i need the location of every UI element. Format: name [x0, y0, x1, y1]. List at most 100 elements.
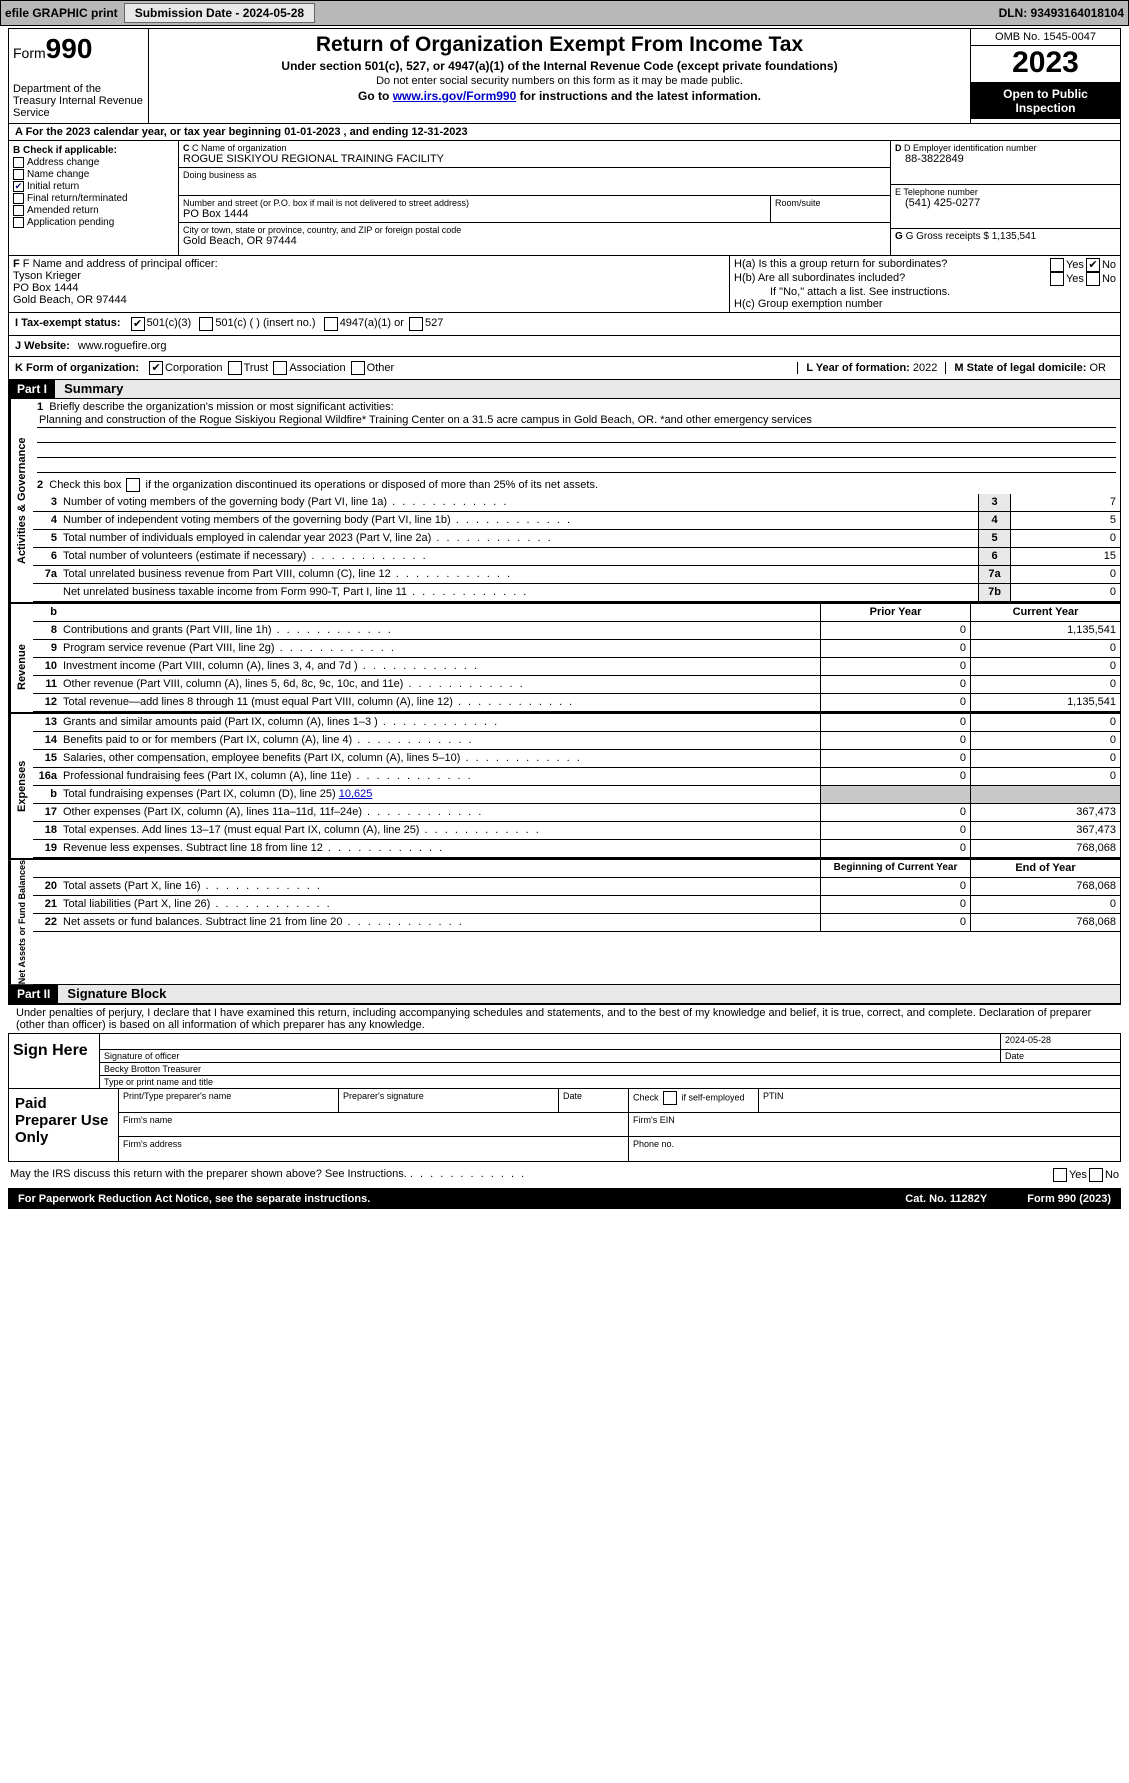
trust-label: Trust — [244, 362, 269, 374]
expenses-section: Expenses 13Grants and similar amounts pa… — [9, 714, 1120, 860]
officer-addr1: PO Box 1444 — [13, 282, 725, 294]
ha-no-checkbox[interactable] — [1086, 258, 1100, 272]
discuss-yes-checkbox[interactable] — [1053, 1168, 1067, 1182]
4947-checkbox[interactable] — [324, 317, 338, 331]
activities-tab: Activities & Governance — [9, 399, 33, 602]
sig-date: 2024-05-28 — [1000, 1034, 1120, 1050]
header-right: OMB No. 1545-0047 2023 Open to Public In… — [970, 29, 1120, 123]
irs-link[interactable]: www.irs.gov/Form990 — [393, 89, 517, 103]
address-label: Number and street (or P.O. box if mail i… — [183, 198, 766, 208]
ha-yes-checkbox[interactable] — [1050, 258, 1064, 272]
corp-checkbox[interactable] — [149, 361, 163, 375]
revenue-tab: Revenue — [9, 622, 33, 712]
room-cell: Room/suite — [770, 196, 890, 223]
hb-yes-checkbox[interactable] — [1050, 272, 1064, 286]
summary-line-9: 9Program service revenue (Part VIII, lin… — [33, 640, 1120, 658]
summary-line-13: 13Grants and similar amounts paid (Part … — [33, 714, 1120, 732]
row-j: J Website: www.roguefire.org — [9, 336, 1120, 357]
efile-label: efile GRAPHIC print — [5, 6, 118, 20]
summary-line-18: 18Total expenses. Add lines 13–17 (must … — [33, 822, 1120, 840]
address-cell: Number and street (or P.O. box if mail i… — [179, 196, 770, 223]
hb-no-checkbox[interactable] — [1086, 272, 1100, 286]
officer-name-val: Becky Brotton Treasurer — [99, 1063, 1120, 1076]
assoc-checkbox[interactable] — [273, 361, 287, 375]
part1-header: Part I Summary — [9, 380, 1120, 399]
end-year-header: End of Year — [970, 860, 1120, 877]
ha-label: H(a) Is this a group return for subordin… — [734, 258, 1040, 272]
address-value: PO Box 1444 — [183, 208, 766, 220]
sig-officer-label: Signature of officer — [99, 1050, 1000, 1063]
org-name-label: C Name of organization — [192, 143, 287, 153]
hc-label: H(c) Group exemption number — [734, 298, 1116, 310]
prep-name-label: Print/Type preparer's name — [119, 1089, 339, 1112]
website-label: J Website: — [15, 340, 70, 352]
omb-number: OMB No. 1545-0047 — [971, 29, 1120, 46]
form-footer: Form 990 (2023) — [1027, 1193, 1111, 1205]
ein-cell: D D Employer identification number 88-38… — [891, 141, 1120, 185]
other-label: Other — [367, 362, 395, 374]
summary-line-8: 8Contributions and grants (Part VIII, li… — [33, 622, 1120, 640]
city-label: City or town, state or province, country… — [183, 225, 886, 235]
527-checkbox[interactable] — [409, 317, 423, 331]
self-emp-checkbox[interactable] — [663, 1091, 677, 1105]
paperwork-notice: For Paperwork Reduction Act Notice, see … — [18, 1193, 905, 1205]
row-i: I Tax-exempt status: 501(c)(3) 501(c) ( … — [9, 313, 1120, 336]
domicile-label: M State of legal domicile: — [954, 362, 1086, 374]
discuss-row: May the IRS discuss this return with the… — [10, 1168, 1119, 1182]
year-form-label: L Year of formation: — [806, 362, 910, 374]
checkbox-amended-return[interactable]: Amended return — [13, 205, 174, 216]
mission-label: Briefly describe the organization's miss… — [49, 401, 393, 413]
527-label: 527 — [425, 317, 443, 331]
org-name-cell: C C Name of organization ROGUE SISKIYOU … — [179, 141, 890, 168]
checkbox-application-pending[interactable]: Application pending — [13, 217, 174, 228]
declaration: Under penalties of perjury, I declare th… — [8, 1005, 1121, 1033]
na-hdr-text — [61, 860, 820, 877]
paid-preparer-block: Paid Preparer Use Only Print/Type prepar… — [8, 1089, 1121, 1162]
city-value: Gold Beach, OR 97444 — [183, 235, 886, 247]
header-left: Form990 Department of the Treasury Inter… — [9, 29, 149, 123]
gross-cell: G G Gross receipts $ 1,135,541 — [891, 229, 1120, 255]
date-label: Date — [1000, 1050, 1120, 1063]
submission-date-button[interactable]: Submission Date - 2024-05-28 — [124, 3, 315, 23]
dba-cell: Doing business as — [179, 168, 890, 196]
501c3-checkbox[interactable] — [131, 317, 145, 331]
501c-checkbox[interactable] — [199, 317, 213, 331]
hb-note: If "No," attach a list. See instructions… — [734, 286, 1116, 298]
tel-label: E Telephone number — [895, 187, 1116, 197]
part2-title: Signature Block — [61, 986, 166, 1001]
checkbox-initial-return[interactable]: Initial return — [13, 181, 174, 192]
form-org-label: K Form of organization: — [15, 362, 139, 374]
netassets-tab: Net Assets or Fund Balances — [9, 860, 33, 984]
checkbox-name-change[interactable]: Name change — [13, 169, 174, 180]
trust-checkbox[interactable] — [228, 361, 242, 375]
ein-label: D Employer identification number — [904, 143, 1037, 153]
ptin-label: PTIN — [759, 1089, 1120, 1112]
checkbox-address-change[interactable]: Address change — [13, 157, 174, 168]
other-checkbox[interactable] — [351, 361, 365, 375]
firm-name-label: Firm's name — [119, 1113, 629, 1136]
ein-value: 88-3822849 — [895, 153, 1116, 165]
subtitle-1: Under section 501(c), 527, or 4947(a)(1)… — [155, 59, 964, 73]
discuss-no-checkbox[interactable] — [1089, 1168, 1103, 1182]
goto-pre: Go to — [358, 89, 393, 103]
firm-addr-label: Firm's address — [119, 1137, 629, 1161]
row-klm: K Form of organization: Corporation Trus… — [9, 357, 1120, 380]
website-value: www.roguefire.org — [78, 340, 167, 352]
expenses-tab: Expenses — [9, 714, 33, 858]
goto-post: for instructions and the latest informat… — [516, 89, 761, 103]
na-hdr-num — [33, 860, 61, 877]
line-a-year: A For the 2023 calendar year, or tax yea… — [9, 124, 1120, 141]
paid-preparer-label: Paid Preparer Use Only — [9, 1089, 119, 1161]
column-b: B Check if applicable: Address changeNam… — [9, 141, 179, 255]
line2-checkbox[interactable] — [126, 478, 140, 492]
summary-line-19: 19Revenue less expenses. Subtract line 1… — [33, 840, 1120, 858]
column-d: D D Employer identification number 88-38… — [890, 141, 1120, 255]
l16b-pre: Total fundraising expenses (Part IX, col… — [63, 788, 339, 800]
room-label: Room/suite — [775, 198, 886, 208]
org-name: ROGUE SISKIYOU REGIONAL TRAINING FACILIT… — [183, 153, 886, 165]
mission-blank3 — [37, 459, 1116, 473]
checkbox-final-return-terminated[interactable]: Final return/terminated — [13, 193, 174, 204]
prep-sig-label: Preparer's signature — [339, 1089, 559, 1112]
open-inspection: Open to Public Inspection — [971, 83, 1120, 119]
sig-blank — [99, 1034, 1000, 1050]
